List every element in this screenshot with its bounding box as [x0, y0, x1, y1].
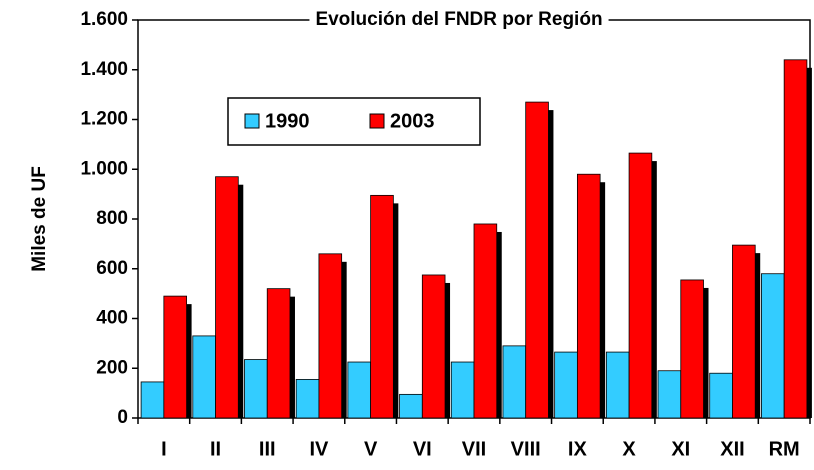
bar — [732, 244, 756, 419]
y-tick-label: 1.600 — [80, 9, 128, 30]
bar — [554, 351, 578, 419]
bar — [628, 152, 653, 419]
chart-title: Evolución del FNDR por Región — [315, 9, 602, 30]
bar — [783, 59, 808, 419]
bar — [215, 176, 239, 419]
bar — [525, 101, 549, 419]
x-tick-label: RM — [769, 438, 800, 460]
legend-swatch — [244, 113, 260, 129]
x-tick-label: V — [364, 438, 378, 460]
bar — [502, 345, 527, 419]
y-tick-label: 600 — [96, 258, 128, 279]
bar — [163, 295, 187, 419]
x-tick-label: IV — [309, 438, 329, 460]
y-tick-label: 1.400 — [80, 59, 128, 80]
bar — [473, 223, 498, 419]
bar — [347, 361, 372, 419]
y-axis-label: Miles de UF — [29, 166, 50, 272]
x-tick-label: III — [259, 438, 276, 460]
legend-swatch — [369, 113, 385, 129]
bar — [657, 370, 682, 419]
bar — [761, 273, 785, 419]
legend-label: 2003 — [390, 110, 435, 132]
bar — [421, 274, 446, 419]
bar — [450, 361, 475, 419]
bar — [605, 351, 630, 419]
y-tick-label: 800 — [96, 208, 128, 229]
x-tick-label: II — [210, 438, 221, 460]
x-tick-label: XI — [671, 438, 690, 460]
y-tick-label: 0 — [117, 407, 128, 428]
y-tick-label: 1.200 — [80, 109, 128, 130]
bar — [244, 359, 268, 419]
bar — [192, 335, 216, 419]
title-background — [309, 9, 609, 31]
bar — [576, 173, 601, 419]
bar — [370, 194, 394, 419]
bar — [266, 288, 291, 419]
x-tick-label: X — [622, 438, 636, 460]
y-tick-label: 1.000 — [80, 158, 128, 179]
x-tick-label: IX — [568, 438, 588, 460]
legend-box — [227, 97, 481, 146]
y-tick-label: 400 — [96, 308, 128, 329]
bar — [680, 279, 704, 419]
legend-label: 1990 — [265, 110, 310, 132]
x-tick-label: XII — [720, 438, 744, 460]
bar — [295, 379, 320, 419]
x-tick-label: VII — [462, 438, 486, 460]
x-tick-label: I — [161, 438, 167, 460]
bar — [318, 253, 343, 419]
bar — [709, 372, 733, 419]
bar — [140, 381, 165, 419]
x-tick-label: VI — [413, 438, 432, 460]
bar — [399, 393, 423, 419]
x-tick-label: VIII — [511, 438, 541, 460]
y-tick-label: 200 — [96, 357, 128, 378]
